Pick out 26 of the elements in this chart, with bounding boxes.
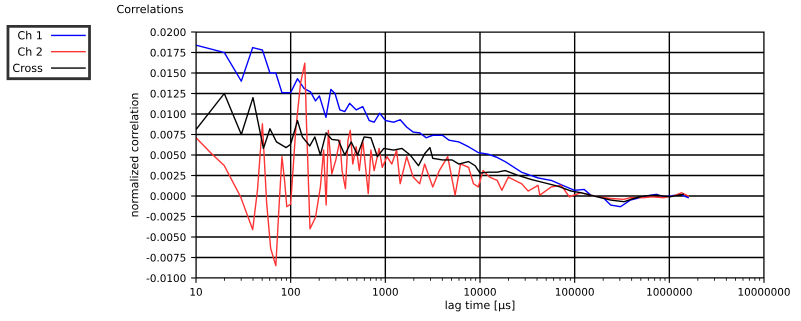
x-tick-label: 10 [190, 288, 202, 296]
y-tick-label: 0.0150 [150, 69, 186, 78]
y-tick-label: 0.0000 [150, 192, 186, 200]
y-axis-title: normalized correlation [130, 94, 138, 216]
x-axis-title: lag time [µs] [446, 300, 514, 312]
y-tick-label: -0.0050 [146, 233, 186, 242]
legend-label: Cross [13, 64, 42, 72]
y-tick-label: 0.0175 [150, 48, 186, 57]
x-tick-label: 10000 [464, 288, 496, 296]
y-tick-label: 0.0125 [150, 90, 186, 98]
x-tick-label: 100000 [556, 288, 594, 296]
y-tick-label: 0.0200 [150, 28, 186, 36]
y-tick-label: -0.0025 [146, 212, 186, 221]
y-tick-label: 0.0075 [150, 130, 186, 139]
y-tick-label: 0.0050 [150, 151, 186, 160]
x-tick-label: 100 [282, 288, 300, 296]
legend-label: Ch 2 [18, 47, 42, 56]
x-tick-label: 10000000 [738, 288, 790, 296]
y-tick-label: -0.0100 [146, 274, 186, 282]
legend-label: Ch 1 [18, 30, 42, 40]
x-tick-label: 1000 [373, 288, 398, 296]
y-tick-label: -0.0075 [146, 254, 186, 262]
chart-title: Correlations [117, 4, 183, 14]
y-tick-label: 0.0100 [150, 110, 186, 118]
y-tick-label: 0.0025 [150, 172, 186, 180]
x-tick-label: 1000000 [647, 288, 692, 296]
